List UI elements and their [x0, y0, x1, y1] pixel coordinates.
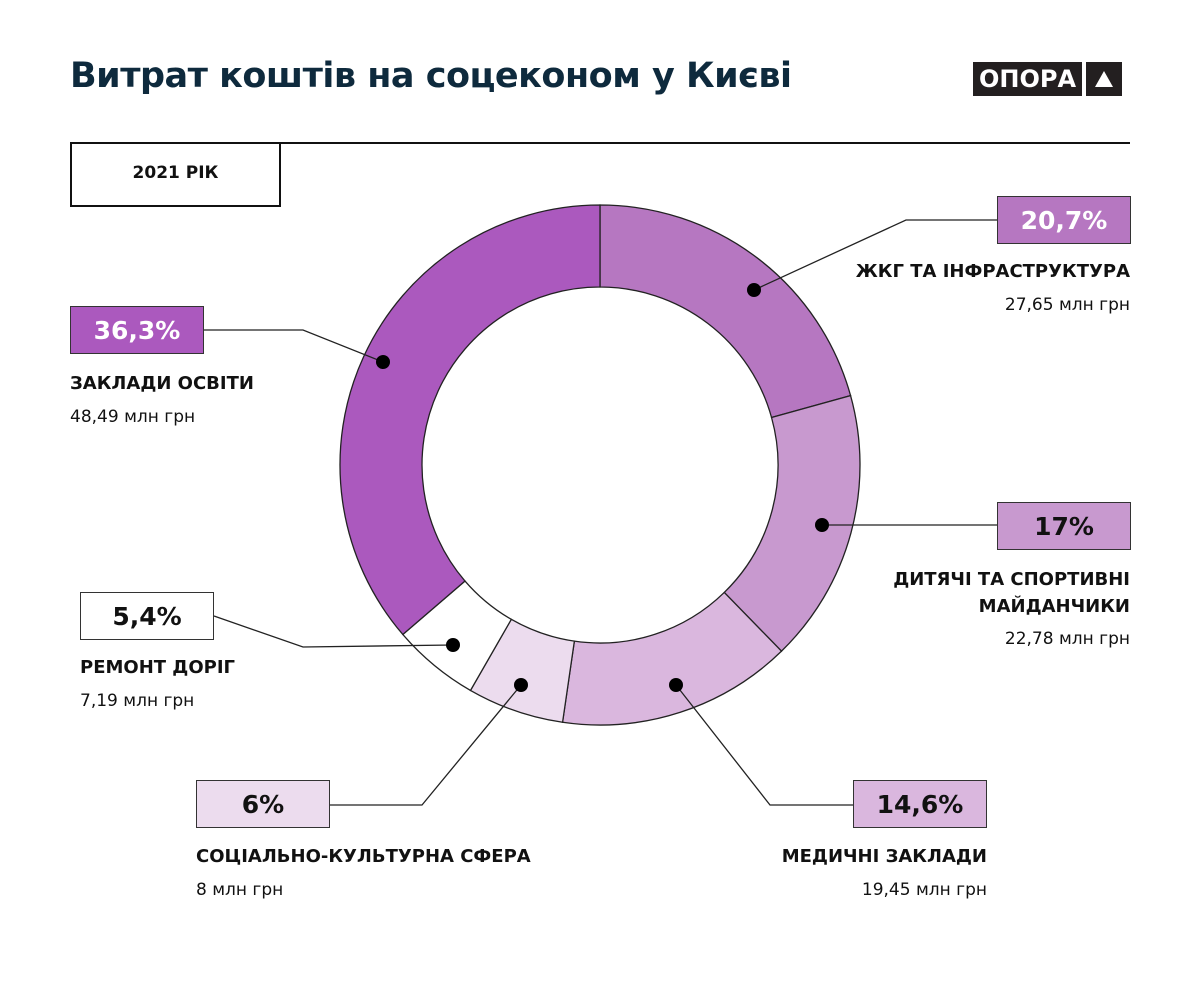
category-label: ЗАКЛАДИ ОСВІТИ [70, 373, 254, 394]
triangle-icon [1086, 62, 1123, 96]
value-label: 8 млн грн [196, 880, 284, 900]
category-label: СОЦІАЛЬНО-КУЛЬТУРНА СФЕРА [196, 846, 531, 867]
leader-dot [815, 518, 829, 532]
logo-text: ОПОРА [973, 62, 1083, 96]
percent-label: 20,7% [997, 196, 1131, 244]
value-label: 27,65 млн грн [1004, 295, 1130, 315]
category-label: ЖКГ ТА ІНФРАСТРУКТУРА [855, 261, 1130, 282]
value-label: 7,19 млн грн [80, 691, 195, 711]
year-label: 2021 РІК [70, 142, 281, 207]
leader-line [753, 219, 997, 291]
category-label: РЕМОНТ ДОРІГ [80, 657, 236, 678]
leader-dot [376, 355, 390, 369]
percent-label: 36,3% [70, 306, 204, 354]
leader-dot [747, 283, 761, 297]
opora-logo: ОПОРА [973, 62, 1123, 96]
value-label: 19,45 млн грн [861, 880, 987, 900]
leader-line [675, 684, 853, 806]
percent-label: 14,6% [853, 780, 987, 828]
value-label: 22,78 млн грн [1004, 629, 1130, 649]
leader-line [213, 615, 454, 648]
donut-slice [339, 204, 601, 636]
leader-dot [446, 638, 460, 652]
leader-line [330, 684, 522, 806]
leader-line [204, 329, 384, 363]
page-title: Витрат коштів на соцеконом у Києві [70, 56, 792, 96]
value-label: 48,49 млн грн [70, 407, 196, 427]
percent-label: 17% [997, 502, 1131, 550]
donut-slice [599, 204, 852, 419]
category-label: ДИТЯЧІ ТА СПОРТИВНІ МАЙДАНЧИКИ [893, 569, 1130, 617]
divider [70, 142, 1130, 144]
leader-dot [514, 678, 528, 692]
leader-dot [669, 678, 683, 692]
category-label: МЕДИЧНІ ЗАКЛАДИ [781, 846, 987, 867]
percent-label: 6% [196, 780, 330, 828]
percent-label: 5,4% [80, 592, 214, 640]
